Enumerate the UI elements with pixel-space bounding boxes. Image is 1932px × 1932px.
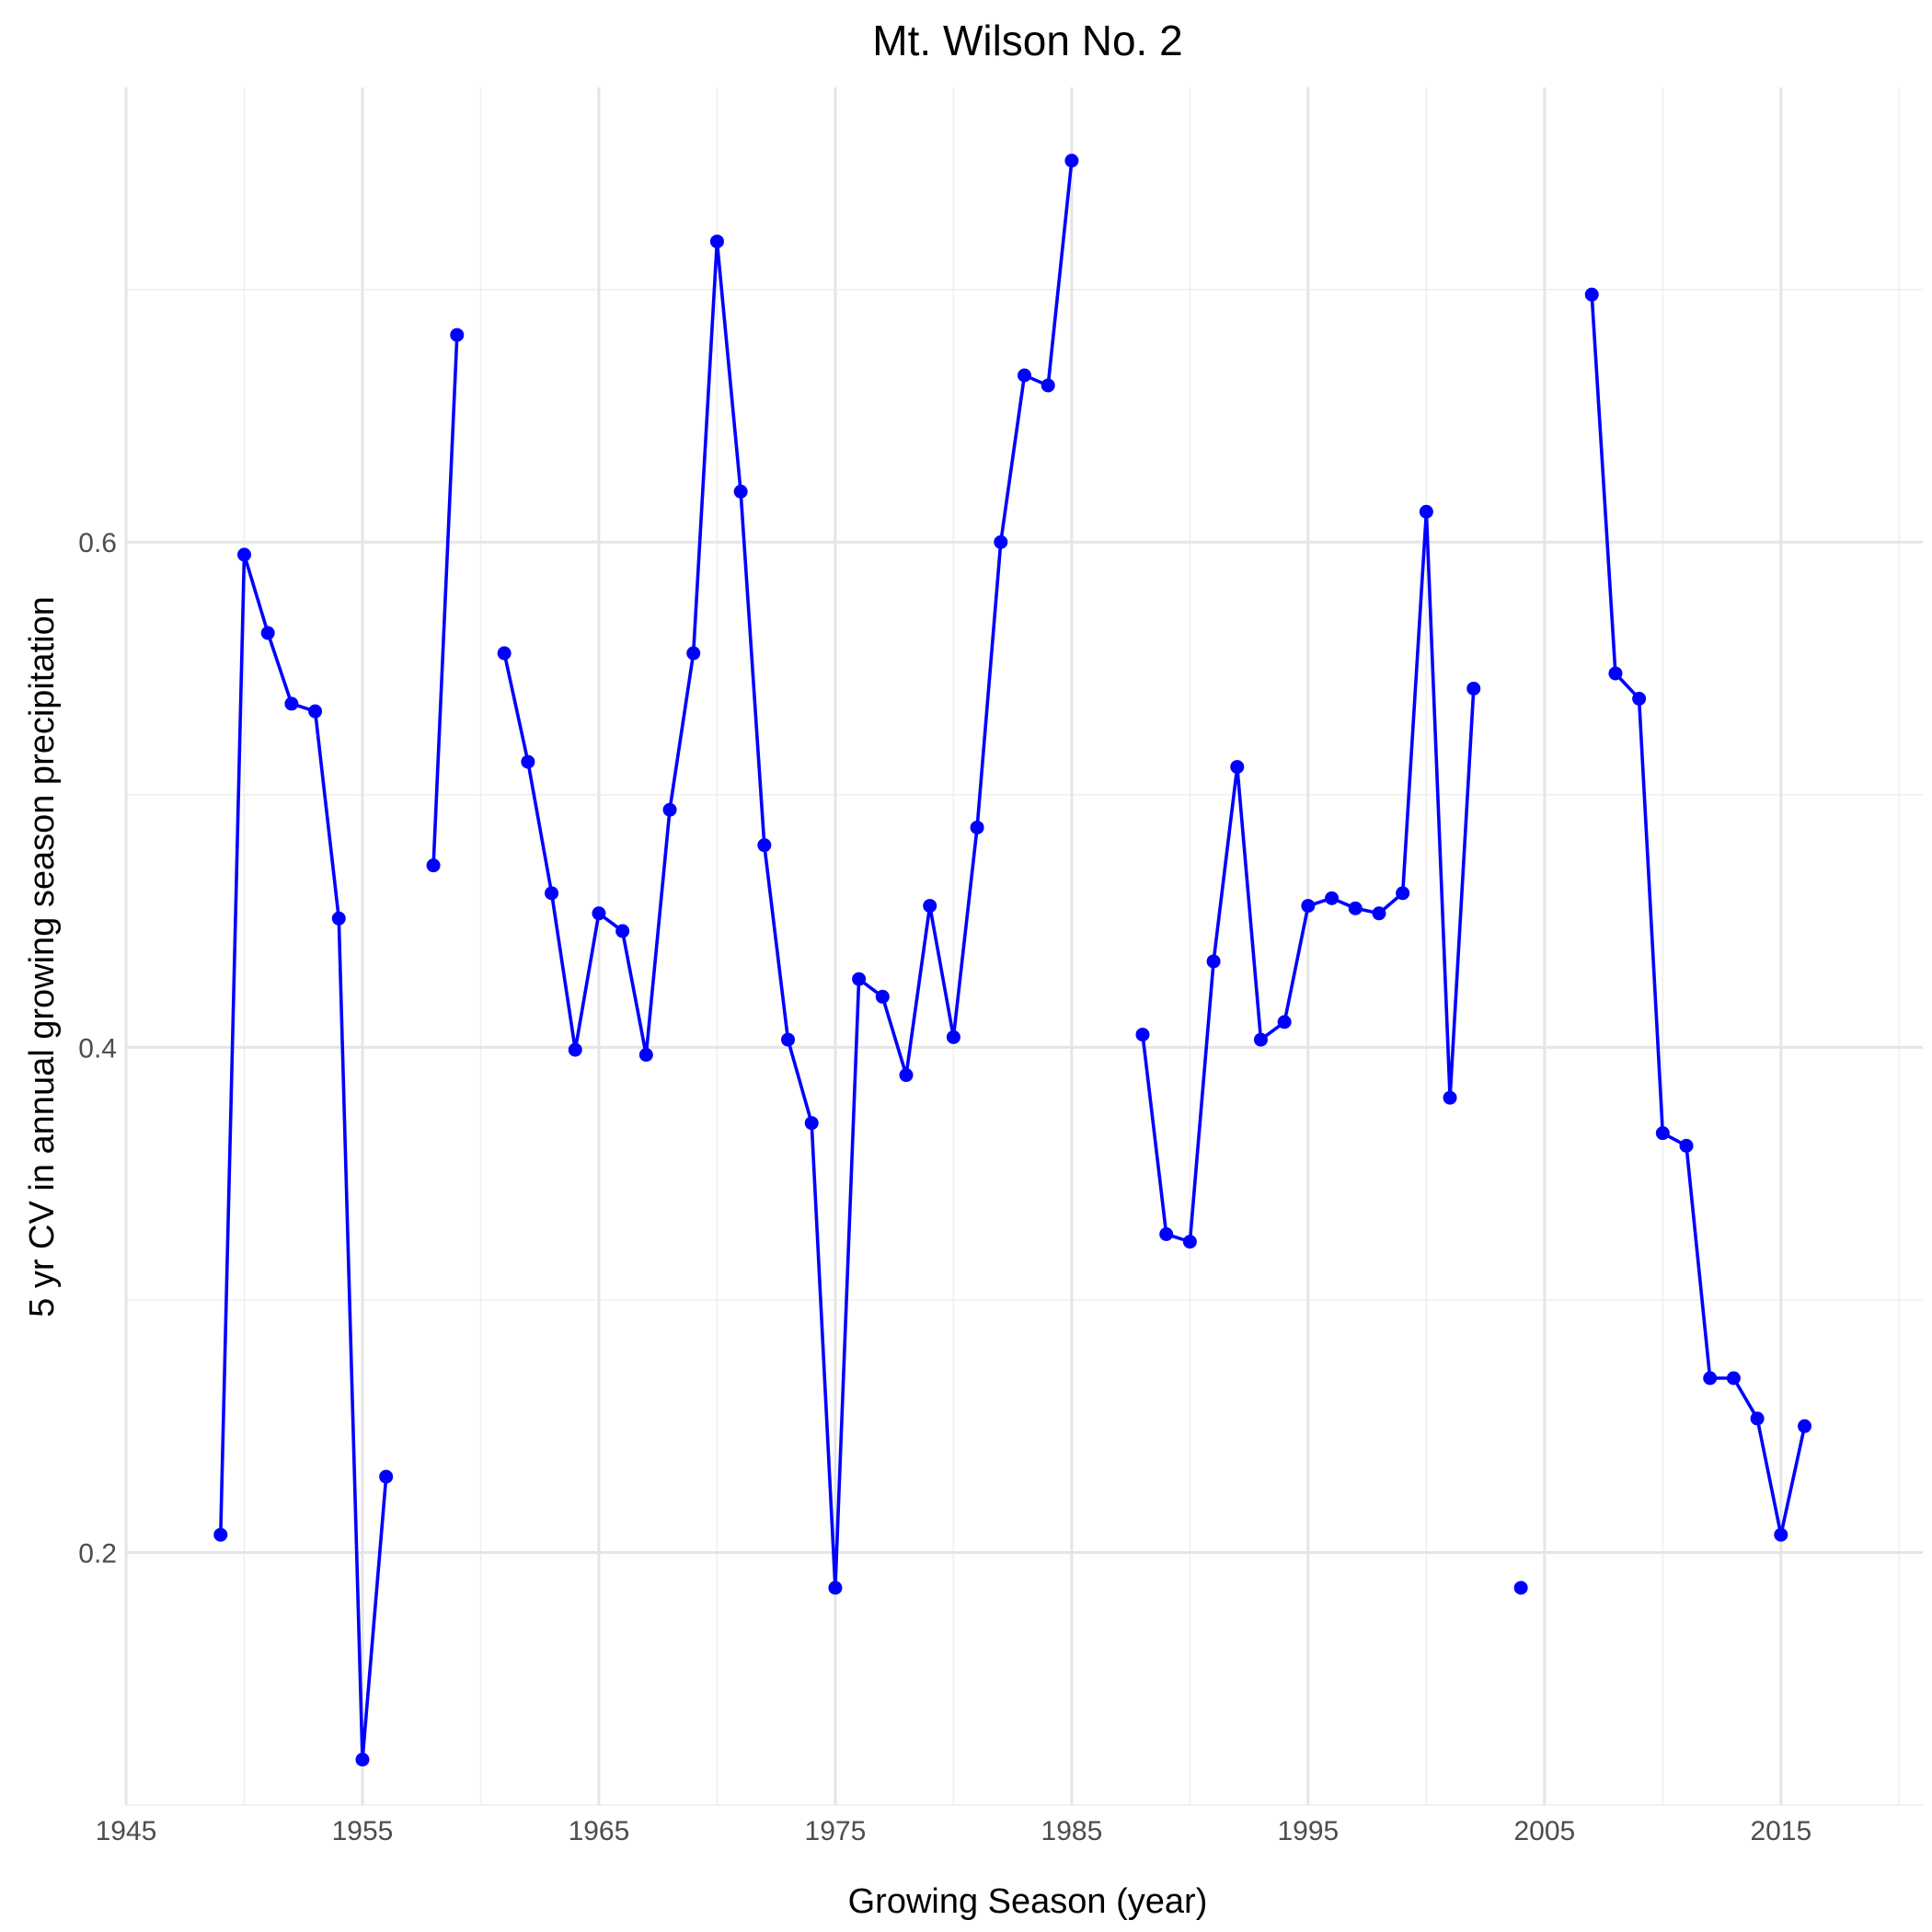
y-tick-label: 0.6 <box>78 528 117 558</box>
data-point <box>1703 1371 1718 1386</box>
data-point <box>521 754 535 769</box>
x-axis-ticks: 1945 1955 1965 1975 1985 1995 2005 2015 <box>96 1816 1812 1846</box>
y-tick-label: 0.2 <box>78 1538 117 1569</box>
data-point <box>308 704 323 719</box>
x-axis-title: Growing Season (year) <box>848 1882 1208 1921</box>
data-point <box>1018 368 1031 383</box>
data-point <box>592 906 606 921</box>
data-point <box>1396 886 1410 901</box>
data-point <box>1750 1411 1765 1426</box>
chart-title: Mt. Wilson No. 2 <box>872 17 1182 64</box>
data-point <box>568 1042 582 1057</box>
data-point <box>1679 1138 1694 1153</box>
data-point <box>545 886 559 901</box>
x-tick-label: 1995 <box>1277 1816 1339 1846</box>
data-point <box>1206 954 1221 969</box>
data-point <box>1513 1581 1528 1595</box>
data-point <box>497 646 512 661</box>
y-axis-ticks: 0.2 0.4 0.6 <box>78 528 117 1569</box>
series-line-segment <box>431 335 459 866</box>
data-point <box>662 802 677 817</box>
data-point <box>426 858 441 873</box>
x-tick-label: 1955 <box>332 1816 394 1846</box>
y-tick-label: 0.4 <box>78 1033 117 1064</box>
data-point <box>899 1068 914 1083</box>
data-point <box>781 1032 796 1047</box>
series <box>213 154 1812 1767</box>
y-axis-title: 5 yr CV in annual growing season precipi… <box>23 596 62 1317</box>
data-point <box>1632 691 1647 706</box>
data-point <box>1443 1090 1457 1105</box>
data-point <box>213 1527 228 1542</box>
data-point <box>1064 154 1079 168</box>
data-point <box>1348 901 1363 915</box>
data-point <box>615 924 630 938</box>
grid <box>124 87 1923 1806</box>
x-tick-label: 2005 <box>1513 1816 1575 1846</box>
data-point <box>1798 1419 1812 1433</box>
data-point <box>994 535 1008 549</box>
data-point <box>709 234 724 248</box>
data-point <box>1726 1371 1741 1386</box>
series-line-segment <box>219 553 388 1762</box>
data-point <box>1301 899 1316 914</box>
data-point <box>638 1048 653 1063</box>
data-point <box>284 696 299 711</box>
data-point <box>1372 906 1386 921</box>
data-point <box>1135 1028 1150 1042</box>
data-point <box>804 1116 819 1131</box>
data-point <box>1041 378 1055 393</box>
x-tick-label: 2015 <box>1750 1816 1811 1846</box>
data-point <box>1182 1235 1197 1249</box>
data-point <box>355 1753 370 1767</box>
data-point <box>379 1469 394 1484</box>
data-point <box>1608 666 1623 681</box>
data-point <box>1253 1032 1268 1047</box>
data-point <box>236 547 251 562</box>
x-tick-label: 1965 <box>569 1816 630 1846</box>
data-point <box>757 838 772 853</box>
data-point <box>686 646 701 661</box>
data-point <box>1655 1126 1670 1141</box>
x-tick-label: 1975 <box>805 1816 867 1846</box>
data-point <box>1466 681 1481 696</box>
data-point <box>450 328 465 342</box>
series-line-segment <box>1590 293 1807 1536</box>
data-point <box>733 484 748 499</box>
x-tick-label: 1945 <box>96 1816 157 1846</box>
data-point <box>875 989 890 1004</box>
data-point <box>828 1581 843 1595</box>
data-point <box>1230 760 1245 775</box>
data-point <box>331 911 346 926</box>
series-line-segment <box>502 160 1074 1590</box>
data-point <box>1419 504 1433 519</box>
x-tick-label: 1985 <box>1041 1816 1103 1846</box>
data-point <box>970 820 984 834</box>
data-point <box>1584 287 1599 302</box>
data-point <box>1159 1226 1174 1241</box>
data-point <box>852 972 867 986</box>
data-point <box>1325 891 1340 905</box>
data-point <box>260 626 275 640</box>
data-point <box>946 1029 960 1044</box>
data-point <box>923 899 937 914</box>
data-point <box>1277 1015 1292 1029</box>
data-point <box>1774 1527 1788 1542</box>
